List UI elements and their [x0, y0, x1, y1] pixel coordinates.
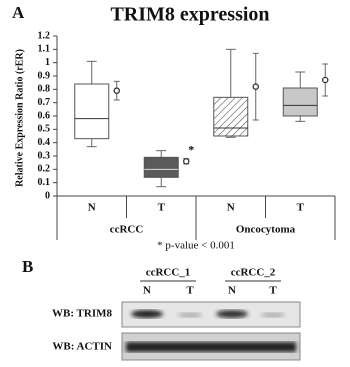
x-tick-label: T [297, 202, 305, 214]
x-tick-label: N [227, 202, 235, 214]
lane-label: T [269, 285, 277, 297]
row-label: WB: TRIM8 [52, 308, 112, 320]
mean-marker [321, 76, 329, 84]
box [143, 156, 179, 178]
panel-label: A [12, 3, 25, 22]
y-tick-label: 0 [45, 190, 50, 201]
band [261, 312, 285, 318]
y-tick-label: 1.2 [38, 30, 51, 41]
lane-label: N [228, 285, 236, 297]
y-axis-label: Relative Expression Ratio (rER) [14, 49, 25, 187]
y-tick-label: 0.2 [38, 164, 51, 175]
box [213, 96, 249, 137]
y-tick-label: 1.1 [38, 44, 51, 55]
y-tick-label: 1 [45, 57, 50, 68]
band [216, 310, 248, 318]
lane-label: T [186, 285, 194, 297]
y-tick-label: 0.5 [38, 124, 51, 135]
annotation: * [188, 142, 194, 156]
box [74, 83, 110, 140]
mean-marker [113, 87, 121, 94]
sample-label: ccRCC_2 [231, 267, 276, 279]
y-tick-label: 0.6 [38, 110, 51, 121]
x-tick-label: N [88, 202, 96, 214]
y-tick-label: 0.9 [38, 70, 51, 81]
group-label: Oncocytoma [236, 224, 296, 236]
y-tick-label: 0.8 [38, 84, 51, 95]
chart-title: TRIM8 expression [110, 4, 269, 26]
y-tick-label: 0.7 [38, 97, 51, 108]
y-tick-label: 0.3 [38, 150, 51, 161]
footnote: * p-value < 0.001 [157, 240, 235, 252]
x-tick-label: T [158, 202, 166, 214]
mean-marker [252, 83, 259, 90]
blot [121, 301, 301, 361]
panel-label: B [22, 257, 33, 276]
band [178, 312, 202, 318]
y-tick-label: 0.1 [38, 177, 51, 188]
group-label: ccRCC [110, 224, 144, 236]
band [131, 310, 163, 318]
lane-label: N [143, 285, 151, 297]
band [126, 342, 296, 352]
y-tick-label: 0.4 [38, 137, 51, 148]
sample-label: ccRCC_1 [146, 267, 191, 279]
row-label: WB: ACTIN [52, 341, 112, 353]
box [282, 87, 318, 117]
mean-marker [182, 158, 190, 165]
